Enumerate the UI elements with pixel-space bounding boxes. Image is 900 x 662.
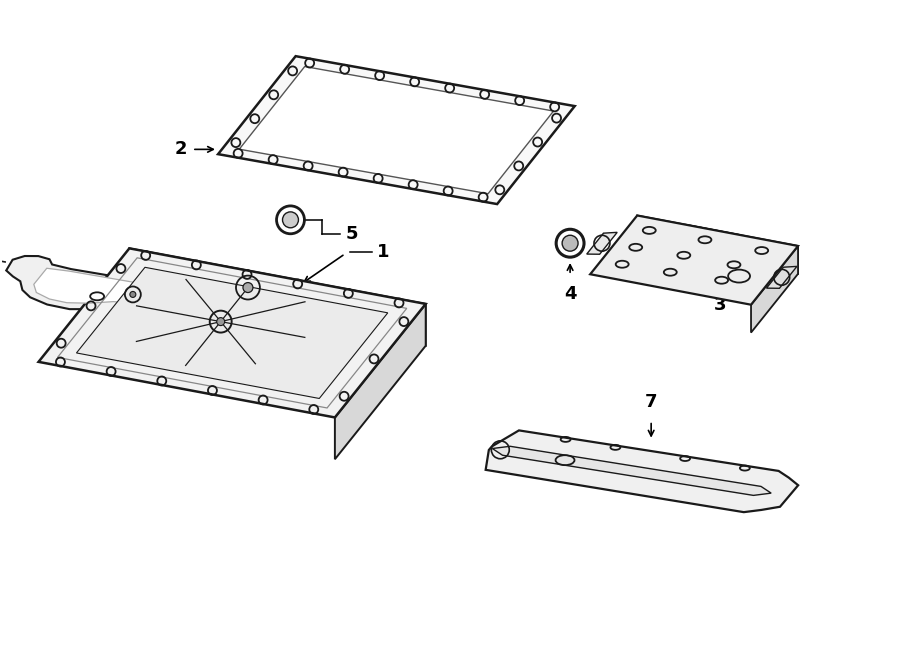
Text: 5: 5: [346, 225, 357, 243]
Text: 4: 4: [563, 285, 576, 303]
Polygon shape: [587, 232, 617, 254]
Polygon shape: [130, 248, 426, 346]
Polygon shape: [637, 216, 798, 274]
Polygon shape: [34, 268, 166, 305]
Circle shape: [562, 235, 578, 251]
Circle shape: [130, 291, 136, 297]
Text: 3: 3: [714, 297, 726, 314]
Circle shape: [283, 212, 299, 228]
Polygon shape: [751, 246, 798, 332]
Circle shape: [217, 318, 225, 326]
Polygon shape: [239, 66, 554, 194]
Polygon shape: [767, 266, 796, 288]
Text: 1: 1: [377, 243, 390, 261]
Text: 6: 6: [69, 348, 82, 365]
Text: 7: 7: [645, 393, 657, 410]
Polygon shape: [492, 446, 771, 495]
Text: 2: 2: [175, 140, 187, 158]
Polygon shape: [6, 256, 185, 310]
Circle shape: [243, 283, 253, 293]
Polygon shape: [590, 216, 798, 305]
Polygon shape: [76, 267, 388, 399]
Polygon shape: [39, 248, 426, 418]
Polygon shape: [486, 430, 798, 512]
Polygon shape: [218, 56, 575, 204]
Polygon shape: [335, 304, 426, 459]
Polygon shape: [687, 225, 742, 287]
